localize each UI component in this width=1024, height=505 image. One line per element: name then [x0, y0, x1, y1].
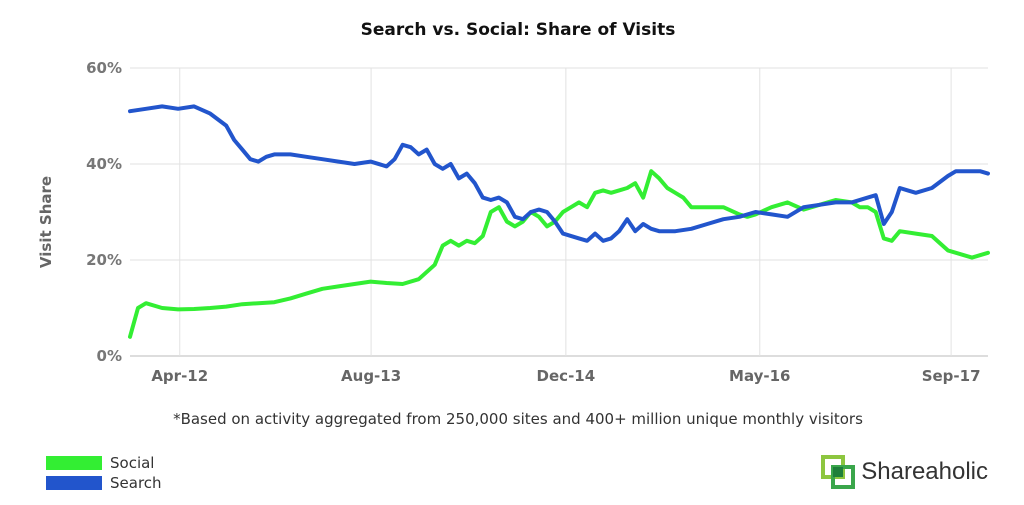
- x-tick-label: Sep-17: [922, 367, 981, 385]
- brand-name: Shareaholic: [861, 458, 988, 485]
- legend-item-social: Social: [46, 453, 162, 473]
- y-tick-label: 40%: [86, 155, 122, 173]
- legend-item-search: Search: [46, 473, 162, 493]
- y-axis-label: Visit Share: [37, 176, 55, 268]
- x-tick-label: Dec-14: [537, 367, 596, 385]
- chart-title: Search vs. Social: Share of Visits: [360, 20, 676, 40]
- grid-lines: [130, 67, 988, 357]
- series-line-search: [128, 104, 990, 243]
- legend-swatch-social: [46, 456, 102, 470]
- y-tick-label: 60%: [86, 59, 122, 77]
- legend-label-social: Social: [110, 454, 155, 472]
- x-tick-label: Aug-13: [341, 367, 401, 385]
- footnote: *Based on activity aggregated from 250,0…: [173, 410, 863, 428]
- shareaholic-logo-icon: [821, 455, 856, 489]
- x-axis-ticks: Apr-12 Aug-13 Dec-14 May-16 Sep-17: [151, 367, 980, 385]
- legend-swatch-search: [46, 476, 102, 490]
- series-line-social: [128, 169, 990, 339]
- brand-logo: Shareaholic: [821, 455, 988, 489]
- x-tick-label: Apr-12: [151, 367, 208, 385]
- y-tick-label: 20%: [86, 251, 122, 269]
- series-lines: [128, 104, 990, 339]
- x-tick-label: May-16: [729, 367, 790, 385]
- line-chart: 0% 20% 40% 60% Apr-12 Aug-13 Dec-14 May-16 Sep-…: [37, 59, 990, 385]
- y-tick-label: 0%: [97, 347, 122, 365]
- legend: Social Search: [46, 453, 162, 493]
- legend-label-search: Search: [110, 474, 162, 492]
- y-axis-ticks: 0% 20% 40% 60%: [86, 59, 122, 365]
